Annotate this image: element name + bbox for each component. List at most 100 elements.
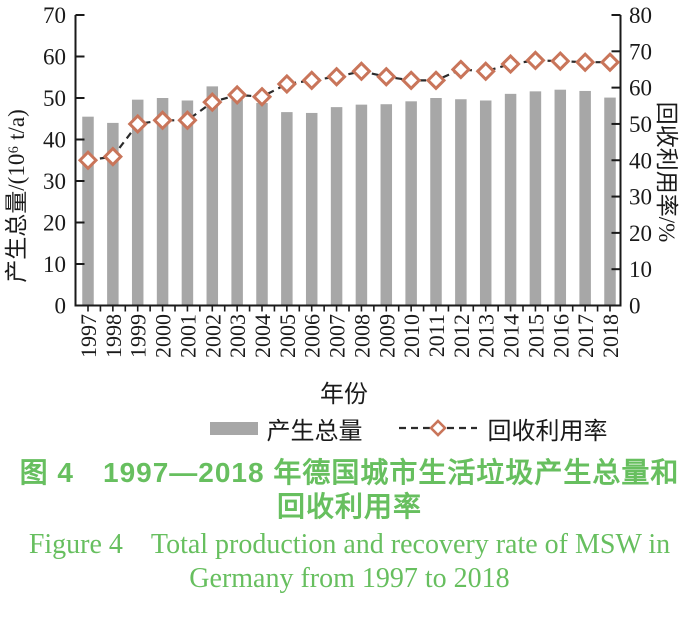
x-tick-label-2011: 2011	[424, 314, 449, 357]
bar-swatch-icon	[209, 421, 258, 435]
dashed-line-diamond-icon	[398, 419, 477, 437]
right-tick-label: 0	[629, 294, 641, 319]
diamond-marker-2013	[475, 61, 496, 82]
x-tick-label-2018: 2018	[598, 314, 623, 358]
left-tick-label: 20	[43, 211, 66, 236]
bar-2014	[504, 93, 517, 305]
bar-2009	[380, 104, 393, 305]
diamond-marker-2010	[401, 70, 422, 91]
diamond-marker-2000	[152, 110, 173, 131]
diamond-marker-1998	[102, 146, 123, 167]
x-tick-label-2000: 2000	[151, 314, 176, 358]
recovery-line	[87, 59, 610, 162]
x-tick-label-2008: 2008	[349, 314, 374, 358]
bar-2016	[554, 89, 567, 305]
caption-chinese-line2: 回收利用率	[276, 491, 422, 523]
left-tick-label: 60	[43, 45, 66, 70]
msw-bar-line-chart: 0 10 20 30 40 50 60 70 0 10 20 30 40 50 60 70 80 1997 1998…	[4, 3, 679, 408]
diamond-marker-2004	[251, 86, 273, 107]
right-axis-title: 回收利用率/%	[654, 102, 679, 243]
caption-chinese: 图 4 1997—2018 年德国城市生活垃圾产生总量和 回收利用率	[0, 456, 699, 524]
legend-label-recovery: 回收利用率	[487, 418, 608, 445]
bar-2002	[206, 86, 219, 305]
bar-2007	[330, 107, 343, 305]
diamond-marker-2001	[177, 110, 198, 131]
diamond-marker-2006	[301, 70, 322, 91]
diamond-marker-2005	[276, 73, 297, 95]
left-tick-label: 30	[43, 169, 66, 194]
bar-2010	[405, 101, 417, 305]
left-tick-label: 0	[55, 294, 67, 319]
right-tick-label: 60	[629, 76, 652, 101]
right-tick-label: 20	[629, 221, 652, 246]
right-tick-label: 50	[629, 112, 652, 137]
caption-english-line1: Figure 4 Total production and recovery r…	[28, 529, 671, 561]
diamond-marker-2011	[425, 70, 447, 91]
left-tick-label: 70	[43, 3, 66, 28]
bar-2012	[455, 99, 467, 305]
bar-1998	[107, 122, 119, 305]
bar-2018	[604, 97, 616, 305]
right-tick-label: 70	[629, 39, 652, 64]
x-tick-label-1999: 1999	[126, 314, 151, 358]
bar-2003	[231, 99, 243, 305]
x-tick-label-2017: 2017	[573, 314, 598, 358]
bar-2004	[256, 102, 268, 305]
bar-2001	[181, 100, 194, 305]
diamond-marker-2012	[450, 59, 471, 80]
left-axis-title: 产生总量/(10⁶ t/a)	[4, 109, 29, 282]
right-tick-label: 80	[629, 3, 652, 28]
diamond-marker-2009	[376, 66, 397, 87]
x-tick-label-2009: 2009	[374, 314, 399, 358]
x-tick-label-2001: 2001	[175, 314, 200, 358]
x-tick-label-2003: 2003	[225, 314, 250, 358]
bar-1997	[82, 116, 94, 305]
diamond-marker-1999	[127, 113, 148, 135]
x-tick-label-2015: 2015	[523, 314, 548, 358]
bar-2013	[479, 100, 492, 305]
bar-2008	[355, 104, 368, 305]
diamond-marker-2007	[326, 66, 347, 87]
bar-2006	[305, 112, 318, 305]
legend-label-production: 产生总量	[266, 418, 363, 445]
chart-legend: 产生总量 回收利用率	[0, 410, 699, 446]
x-tick-label-2016: 2016	[548, 314, 573, 358]
x-tick-label-2006: 2006	[300, 314, 325, 358]
left-tick-label: 10	[43, 252, 66, 277]
legend-item-production: 产生总量	[209, 411, 363, 446]
caption-english: Figure 4 Total production and recovery r…	[0, 528, 699, 596]
x-axis-title: 年份	[320, 381, 368, 408]
x-tick-label-2005: 2005	[275, 314, 300, 358]
diamond-marker-2014	[500, 53, 521, 75]
right-tick-label: 30	[629, 185, 652, 210]
bar-1999	[131, 99, 144, 305]
caption-chinese-line1: 图 4 1997—2018 年德国城市生活垃圾产生总量和	[19, 457, 680, 488]
x-tick-label-2007: 2007	[325, 314, 350, 358]
x-tick-label-1997: 1997	[76, 314, 101, 358]
diamond-marker-2003	[227, 84, 248, 106]
x-tick-label-2004: 2004	[250, 314, 275, 358]
right-tick-label: 10	[629, 257, 652, 282]
left-tick-label: 40	[43, 128, 66, 153]
x-tick-label-2010: 2010	[399, 314, 424, 358]
bar-2005	[281, 112, 293, 305]
diamond-marker-2016	[550, 50, 571, 72]
right-tick-label: 40	[629, 148, 652, 173]
x-tick-label-2013: 2013	[474, 314, 499, 358]
bar-2015	[529, 91, 542, 305]
x-tick-label-2014: 2014	[499, 314, 524, 358]
diamond-marker-2017	[575, 52, 596, 73]
bar-2017	[579, 90, 591, 305]
left-tick-label: 50	[43, 86, 66, 111]
x-tick-label-2012: 2012	[449, 314, 474, 358]
caption-english-line2: Germany from 1997 to 2018	[189, 563, 510, 595]
x-tick-label-1998: 1998	[101, 314, 126, 358]
bar-2000	[156, 98, 169, 305]
diamond-marker-2018	[599, 52, 621, 73]
bar-2011	[430, 98, 442, 305]
diamond-marker-1997	[77, 150, 99, 171]
legend-item-recovery: 回收利用率	[397, 411, 608, 446]
diamond-marker-2008	[351, 61, 372, 82]
x-tick-label-2002: 2002	[200, 314, 225, 358]
